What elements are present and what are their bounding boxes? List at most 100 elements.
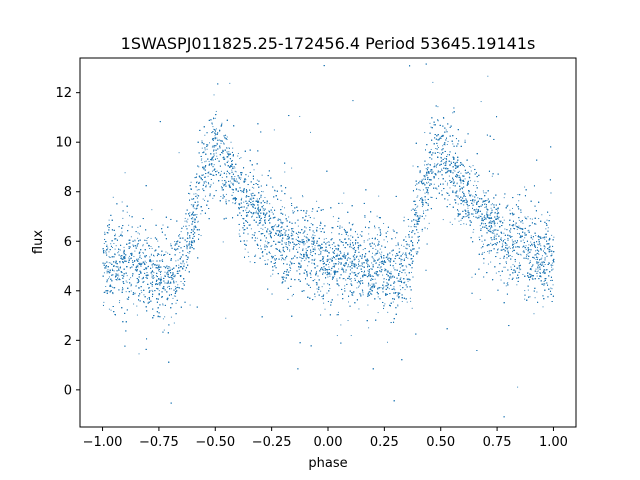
data-point — [120, 233, 122, 235]
data-point — [419, 189, 421, 191]
data-point — [386, 285, 388, 287]
data-point — [304, 253, 306, 255]
data-point — [377, 242, 379, 244]
data-point — [257, 248, 259, 249]
data-point — [347, 265, 349, 267]
data-point — [508, 278, 510, 280]
data-point — [126, 211, 128, 213]
data-point — [421, 206, 423, 208]
data-point — [442, 219, 444, 221]
data-point — [140, 289, 142, 291]
data-point — [336, 253, 338, 255]
data-point — [273, 226, 275, 228]
data-point — [338, 268, 340, 270]
data-point — [411, 307, 413, 309]
data-point — [392, 229, 394, 231]
data-point — [352, 272, 354, 274]
data-point — [522, 251, 524, 253]
data-point — [446, 192, 448, 194]
data-point — [442, 135, 444, 137]
data-point — [344, 288, 346, 290]
data-point — [387, 241, 388, 243]
data-point — [378, 257, 380, 259]
data-point — [543, 283, 545, 285]
data-point — [248, 256, 250, 258]
data-point — [453, 169, 455, 171]
data-point — [112, 196, 114, 198]
data-point — [140, 265, 142, 267]
data-point — [349, 242, 351, 244]
data-point — [390, 275, 392, 277]
data-point — [458, 175, 460, 177]
data-point — [300, 241, 302, 243]
data-point — [386, 281, 388, 283]
data-point — [473, 201, 475, 203]
data-point — [284, 259, 286, 261]
data-point — [520, 254, 522, 256]
data-point — [531, 218, 533, 220]
data-point — [518, 225, 520, 227]
data-point — [317, 291, 319, 293]
data-point — [506, 282, 508, 284]
data-point — [406, 301, 408, 303]
data-point — [409, 230, 411, 232]
data-point — [515, 225, 517, 227]
data-point — [228, 172, 230, 174]
data-point — [387, 230, 389, 232]
data-point — [427, 163, 429, 165]
data-point — [216, 137, 218, 139]
data-point — [130, 277, 132, 279]
data-point — [427, 203, 429, 205]
data-point — [298, 268, 300, 270]
data-point — [215, 110, 217, 112]
data-point — [509, 209, 511, 211]
data-point — [519, 262, 520, 264]
data-point — [211, 170, 213, 172]
data-point — [341, 267, 343, 269]
data-point — [261, 174, 263, 176]
data-point — [327, 241, 329, 243]
data-point — [505, 285, 507, 287]
data-point — [314, 258, 316, 260]
data-point — [374, 254, 376, 256]
data-point — [425, 209, 427, 211]
data-point — [152, 266, 154, 268]
data-point — [241, 191, 243, 193]
data-point — [468, 192, 470, 194]
data-point — [292, 228, 294, 230]
data-point — [544, 233, 546, 235]
data-point — [478, 215, 480, 217]
data-point — [314, 279, 316, 281]
data-point — [464, 178, 466, 180]
data-point — [363, 240, 365, 242]
data-point — [126, 275, 128, 277]
data-point — [104, 231, 106, 233]
data-point — [437, 172, 439, 174]
data-point — [543, 261, 544, 263]
data-point — [213, 128, 215, 130]
data-point — [205, 180, 207, 182]
data-point — [449, 221, 451, 223]
data-point — [122, 217, 124, 219]
data-point — [387, 255, 389, 257]
data-point — [232, 182, 234, 184]
data-point — [392, 254, 394, 256]
data-point — [104, 291, 106, 293]
data-point — [551, 253, 553, 255]
data-point — [483, 251, 485, 253]
data-point — [524, 290, 526, 292]
data-point — [418, 240, 420, 242]
data-point — [354, 277, 356, 279]
data-point — [135, 266, 137, 268]
data-point — [146, 240, 148, 242]
data-point — [503, 219, 505, 221]
data-point — [399, 280, 401, 282]
data-point — [393, 286, 395, 288]
data-point — [445, 167, 447, 169]
data-point — [410, 300, 412, 302]
data-point — [292, 210, 294, 212]
data-point — [287, 247, 289, 249]
data-point — [457, 197, 459, 199]
data-point — [180, 231, 182, 233]
data-point — [455, 162, 457, 164]
